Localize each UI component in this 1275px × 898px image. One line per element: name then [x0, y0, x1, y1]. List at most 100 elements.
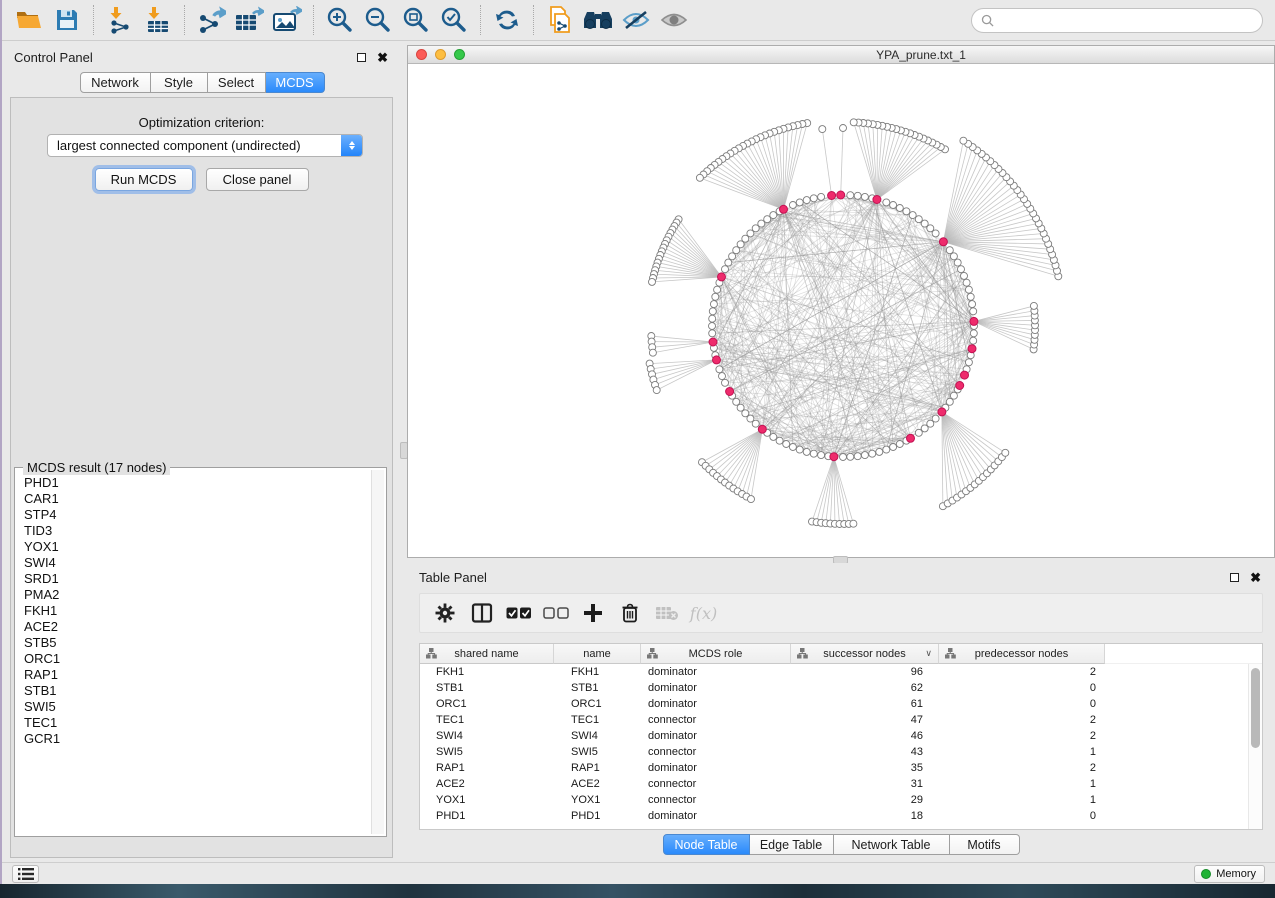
cell-name[interactable]: FKH1: [571, 666, 600, 678]
window-close-icon[interactable]: [416, 49, 427, 60]
graph-node[interactable]: [968, 300, 977, 309]
graph-node[interactable]: [763, 215, 772, 224]
graph-node[interactable]: [849, 118, 858, 127]
table-row-rap1[interactable]: RAP1 RAP1 dominator 35 2: [420, 760, 1248, 776]
graph-node[interactable]: [751, 224, 760, 233]
graph-node[interactable]: [648, 348, 657, 357]
cell-successor-nodes[interactable]: 35: [910, 762, 923, 774]
graph-node-dominator[interactable]: [829, 452, 839, 462]
graph-node-dominator[interactable]: [836, 190, 846, 200]
graph-node[interactable]: [782, 440, 791, 448]
binoculars-search-icon[interactable]: [579, 3, 617, 37]
import-network-icon[interactable]: [101, 3, 139, 37]
cell-mcds-role[interactable]: connector: [648, 778, 697, 790]
window-zoom-icon[interactable]: [454, 49, 465, 60]
table-row-swi5[interactable]: SWI5 SWI5 connector 43 1: [420, 744, 1248, 760]
graph-node-dominator[interactable]: [937, 407, 947, 417]
cell-name[interactable]: SWI4: [571, 730, 598, 742]
graph-node[interactable]: [914, 428, 923, 437]
cell-shared-name[interactable]: ORC1: [436, 698, 467, 710]
cell-shared-name[interactable]: YOX1: [436, 794, 466, 806]
result-node-pma2[interactable]: PMA2: [24, 587, 60, 602]
cell-successor-nodes[interactable]: 61: [910, 698, 923, 710]
graph-node[interactable]: [775, 436, 784, 445]
cell-successor-nodes[interactable]: 29: [910, 794, 923, 806]
cell-successor-nodes[interactable]: 18: [910, 810, 923, 822]
table-row-orc1[interactable]: ORC1 ORC1 dominator 61 0: [420, 696, 1248, 712]
result-node-gcr1[interactable]: GCR1: [24, 731, 61, 746]
graph-node[interactable]: [969, 307, 978, 316]
cell-predecessor-nodes[interactable]: 2: [1089, 730, 1096, 742]
graph-node[interactable]: [959, 136, 968, 145]
graph-node[interactable]: [964, 358, 973, 367]
result-node-ace2[interactable]: ACE2: [24, 619, 58, 634]
graph-node-dominator[interactable]: [708, 337, 718, 347]
graph-node[interactable]: [1029, 301, 1038, 310]
show-columns-icon[interactable]: [465, 598, 498, 628]
deselect-all-checks-icon[interactable]: [539, 598, 572, 628]
graph-node[interactable]: [964, 285, 973, 294]
graph-node[interactable]: [757, 219, 766, 228]
graph-node[interactable]: [721, 265, 729, 274]
cell-mcds-role[interactable]: connector: [648, 794, 697, 806]
graph-node[interactable]: [853, 452, 862, 461]
graph-node[interactable]: [945, 397, 954, 406]
graph-node[interactable]: [769, 432, 778, 441]
graph-node[interactable]: [902, 207, 911, 216]
graph-node[interactable]: [652, 386, 661, 395]
result-node-car1[interactable]: CAR1: [24, 491, 59, 506]
graph-node[interactable]: [860, 451, 869, 460]
graph-node[interactable]: [741, 409, 750, 418]
graph-node[interactable]: [648, 277, 656, 286]
graph-node-dominator[interactable]: [725, 387, 735, 396]
table-row-stb1[interactable]: STB1 STB1 dominator 62 0: [420, 680, 1248, 696]
cell-shared-name[interactable]: ACE2: [436, 778, 465, 790]
graph-node[interactable]: [695, 173, 704, 182]
graph-node[interactable]: [914, 215, 923, 224]
graph-node[interactable]: [708, 307, 717, 316]
result-node-stb5[interactable]: STB5: [24, 635, 57, 650]
column-header-successor-nodes[interactable]: successor nodes ∨: [791, 644, 939, 664]
table-scrollbar[interactable]: [1248, 664, 1262, 829]
graph-node[interactable]: [715, 365, 724, 374]
graph-node[interactable]: [708, 322, 716, 330]
graph-node[interactable]: [746, 229, 755, 238]
graph-node[interactable]: [711, 292, 720, 301]
cell-mcds-role[interactable]: dominator: [648, 730, 697, 742]
window-minimize-icon[interactable]: [435, 49, 446, 60]
result-node-rap1[interactable]: RAP1: [24, 667, 58, 682]
open-file-icon[interactable]: [10, 3, 48, 37]
graph-node[interactable]: [846, 191, 855, 200]
graph-node[interactable]: [817, 451, 826, 460]
graph-node-dominator[interactable]: [712, 355, 721, 365]
hide-selected-eye-icon[interactable]: [617, 3, 655, 37]
cell-successor-nodes[interactable]: 47: [910, 714, 923, 726]
graph-node[interactable]: [795, 198, 804, 207]
graph-node[interactable]: [802, 447, 811, 456]
cell-predecessor-nodes[interactable]: 1: [1089, 746, 1096, 758]
graph-node[interactable]: [953, 258, 962, 267]
column-header-mcds-role[interactable]: MCDS role: [641, 644, 791, 664]
graph-node[interactable]: [945, 246, 954, 255]
cell-mcds-role[interactable]: dominator: [648, 698, 697, 710]
cell-shared-name[interactable]: STB1: [436, 682, 464, 694]
graph-node-dominator[interactable]: [938, 237, 948, 247]
cell-predecessor-nodes[interactable]: 2: [1089, 666, 1096, 678]
cell-mcds-role[interactable]: connector: [648, 746, 697, 758]
result-node-orc1[interactable]: ORC1: [24, 651, 61, 666]
cell-predecessor-nodes[interactable]: 1: [1089, 794, 1096, 806]
graph-node[interactable]: [931, 229, 940, 238]
import-table-icon[interactable]: [139, 3, 177, 37]
close-panel-icon[interactable]: ✖: [377, 50, 388, 65]
graph-node[interactable]: [809, 449, 818, 458]
graph-node[interactable]: [875, 447, 884, 456]
run-mcds-button[interactable]: Run MCDS: [94, 168, 193, 191]
cell-predecessor-nodes[interactable]: 0: [1089, 698, 1096, 710]
cell-name[interactable]: SWI5: [571, 746, 598, 758]
tab-style[interactable]: Style: [150, 72, 208, 93]
graph-node-dominator[interactable]: [872, 195, 882, 204]
table-row-tec1[interactable]: TEC1 TEC1 connector 47 2: [420, 712, 1248, 728]
graph-node[interactable]: [949, 391, 958, 400]
network-graph-svg[interactable]: [408, 64, 1275, 558]
export-image-icon[interactable]: [268, 3, 306, 37]
